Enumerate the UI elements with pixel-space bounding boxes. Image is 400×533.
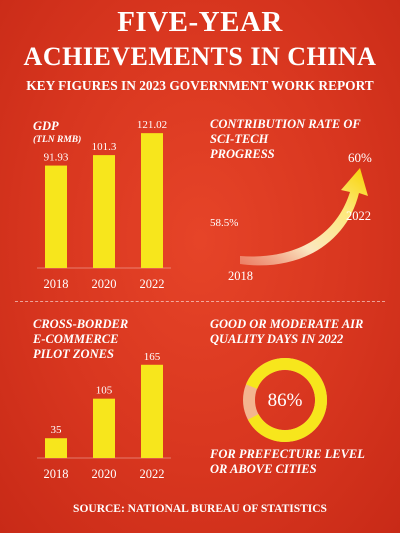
title-line-1: FIVE-YEAR: [117, 6, 283, 38]
air-value-label: 86%: [268, 390, 303, 411]
air-note-line-2: OR ABOVE CITIES: [210, 462, 317, 476]
bar-2020: [93, 398, 115, 458]
value-label-2020: 105: [96, 385, 113, 397]
air-note-line-1: FOR PREFECTURE LEVEL: [210, 447, 365, 461]
scitech-year-2022: 2022: [346, 209, 371, 223]
gdp-title: GDP: [33, 119, 59, 133]
bar-2022: [141, 364, 163, 458]
scitech-title-line-3: PROGRESS: [210, 147, 275, 161]
scitech-title-line-2: SCI-TECH: [210, 132, 269, 146]
air-title-line-2: QUALITY DAYS IN 2022: [210, 332, 344, 346]
value-label-2020: 101.3: [92, 141, 117, 153]
value-label-2018: 91.93: [44, 152, 69, 164]
tick-label-2020: 2020: [92, 277, 117, 291]
air-quality-donut: 86%: [243, 358, 327, 442]
value-label-2022: 121.02: [137, 119, 167, 131]
bar-2018: [45, 165, 67, 268]
growth-arrow: [240, 168, 368, 266]
air-title-line-1: GOOD OR MODERATE AIR: [210, 317, 364, 331]
ecom-title-line-2: E-COMMERCE: [33, 332, 119, 346]
scitech-title-line-1: CONTRIBUTION RATE OF: [210, 117, 361, 131]
scitech-value-2018: 58.5%: [210, 217, 238, 229]
tick-label-2018: 2018: [44, 467, 69, 481]
source-note: SOURCE: NATIONAL BUREAU OF STATISTICS: [73, 503, 327, 515]
section-divider: [15, 301, 385, 302]
bar-2018: [45, 438, 67, 458]
scitech-year-2018: 2018: [228, 269, 253, 283]
bar-2020: [93, 155, 115, 268]
value-label-2018: 35: [51, 424, 63, 436]
tick-label-2022: 2022: [140, 467, 165, 481]
gdp-unit: (TLN RMB): [33, 135, 82, 145]
ecommerce-bar-chart: 35 2018 105 2020 165 2022: [37, 351, 171, 481]
tick-label-2022: 2022: [140, 277, 165, 291]
subtitle: KEY FIGURES IN 2023 GOVERNMENT WORK REPO…: [26, 78, 374, 93]
gdp-bar-chart: 91.93 2018 101.3 2020 121.02 2022: [37, 119, 171, 291]
scitech-value-2022: 60%: [348, 150, 372, 165]
value-label-2022: 165: [144, 351, 161, 363]
ecom-title-line-3: PILOT ZONES: [33, 347, 114, 361]
tick-label-2018: 2018: [44, 277, 69, 291]
bar-2022: [141, 133, 163, 268]
tick-label-2020: 2020: [92, 467, 117, 481]
ecom-title-line-1: CROSS-BORDER: [33, 317, 129, 331]
title-line-2: ACHIEVEMENTS IN CHINA: [23, 42, 377, 71]
scitech-arrow-chart: 58.5% 60% 2018 2022: [210, 150, 372, 283]
